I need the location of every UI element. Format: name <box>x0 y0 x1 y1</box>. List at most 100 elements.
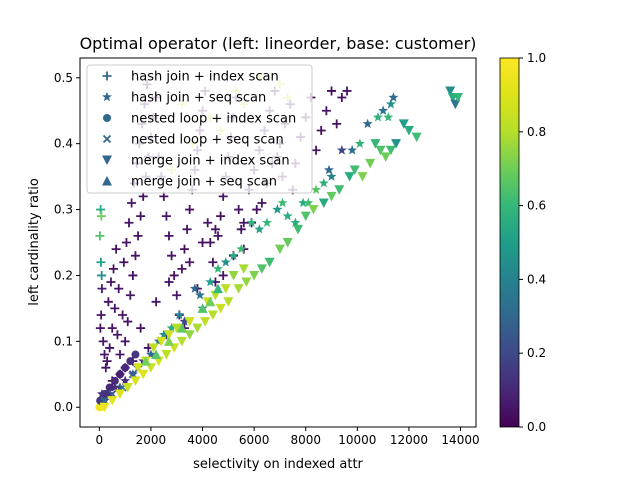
data-point <box>218 270 228 280</box>
y-tick-label: 0.4 <box>54 137 73 151</box>
data-point <box>257 198 267 208</box>
data-point <box>336 145 347 155</box>
data-point <box>192 323 203 334</box>
legend-label: nested loop + index scan <box>131 112 296 127</box>
data-point <box>238 264 249 274</box>
data-point <box>332 119 342 129</box>
data-point <box>112 330 122 340</box>
data-point <box>115 382 125 392</box>
data-point <box>172 290 182 300</box>
data-point <box>311 145 321 155</box>
data-point <box>208 257 218 267</box>
data-point <box>262 217 272 227</box>
data-point <box>151 297 161 307</box>
data-point <box>228 250 239 260</box>
data-point <box>256 264 267 274</box>
data-point <box>167 251 177 261</box>
data-point <box>316 125 326 135</box>
data-point <box>185 257 195 267</box>
legend-marker-triangle-down <box>102 155 112 165</box>
data-point <box>357 172 368 182</box>
colorbar-tick-label: 0.8 <box>527 125 546 139</box>
data-point <box>398 119 409 129</box>
data-point <box>205 238 215 247</box>
data-point <box>326 171 337 181</box>
data-point <box>130 251 140 261</box>
data-point <box>128 270 138 280</box>
data-point <box>223 297 234 307</box>
data-point <box>349 165 360 176</box>
data-point <box>334 185 345 195</box>
data-point <box>127 198 137 208</box>
data-point <box>383 112 394 122</box>
legend-marker-triangle-up <box>102 176 112 186</box>
data-point <box>156 336 167 347</box>
data-point <box>131 350 140 359</box>
legend-label: merge join + index scan <box>131 154 290 169</box>
data-point <box>109 264 119 274</box>
data-point <box>179 244 189 254</box>
data-point <box>133 363 144 373</box>
y-tick-label: 0.0 <box>54 400 73 414</box>
data-point <box>97 270 107 280</box>
x-tick-label: 0 <box>96 433 104 447</box>
data-point <box>121 363 130 372</box>
legend-label: hash join + seq scan <box>131 91 266 106</box>
data-point <box>378 105 389 115</box>
data-point <box>185 205 195 215</box>
data-point <box>337 93 347 103</box>
data-point <box>200 317 211 327</box>
plot-frame <box>79 57 477 428</box>
data-point <box>111 244 121 254</box>
data-point <box>179 316 190 326</box>
legend-marker-plus <box>102 71 112 81</box>
data-point <box>375 145 386 156</box>
legend-marker-star <box>102 91 112 102</box>
legend-entry: hash join + seq scan <box>102 91 266 106</box>
data-point <box>136 323 146 333</box>
data-point <box>215 303 226 314</box>
data-point <box>327 86 337 96</box>
data-point <box>274 244 285 255</box>
data-point <box>96 310 106 320</box>
y-axis: 0.0 0.1 0.2 0.3 0.4 0.5 <box>54 71 80 414</box>
data-point <box>100 350 110 360</box>
data-point <box>138 369 149 380</box>
data-point <box>107 396 118 406</box>
data-point <box>122 382 133 393</box>
data-point <box>130 376 141 386</box>
data-point <box>300 211 311 222</box>
data-point <box>326 191 337 202</box>
data-point <box>109 382 120 392</box>
data-point <box>99 402 110 413</box>
data-point <box>140 356 151 366</box>
data-point <box>388 92 399 102</box>
data-point <box>164 336 175 346</box>
data-point <box>96 257 106 267</box>
data-point <box>308 205 319 215</box>
legend-entry: merge join + seq scan <box>102 175 277 190</box>
data-point <box>120 375 131 386</box>
data-point <box>213 263 223 274</box>
data-point <box>161 211 171 221</box>
y-tick-label: 0.3 <box>54 203 73 217</box>
data-point <box>277 197 288 208</box>
y-tick-label: 0.5 <box>54 71 73 85</box>
data-point <box>236 243 247 254</box>
data-point <box>115 370 124 379</box>
data-point <box>213 231 223 241</box>
data-point <box>182 224 192 234</box>
data-point <box>228 270 239 281</box>
data-point <box>362 118 373 129</box>
data-point <box>380 152 391 162</box>
colorbar-tick-label: 0.4 <box>527 272 546 286</box>
data-point <box>354 138 365 148</box>
data-point <box>210 224 220 234</box>
data-point <box>97 284 107 294</box>
data-point <box>110 376 119 385</box>
data-point <box>292 224 303 235</box>
data-point <box>205 296 216 307</box>
legend-label: nested loop + seq scan <box>131 133 284 148</box>
data-point <box>161 350 172 360</box>
data-point <box>176 336 187 347</box>
